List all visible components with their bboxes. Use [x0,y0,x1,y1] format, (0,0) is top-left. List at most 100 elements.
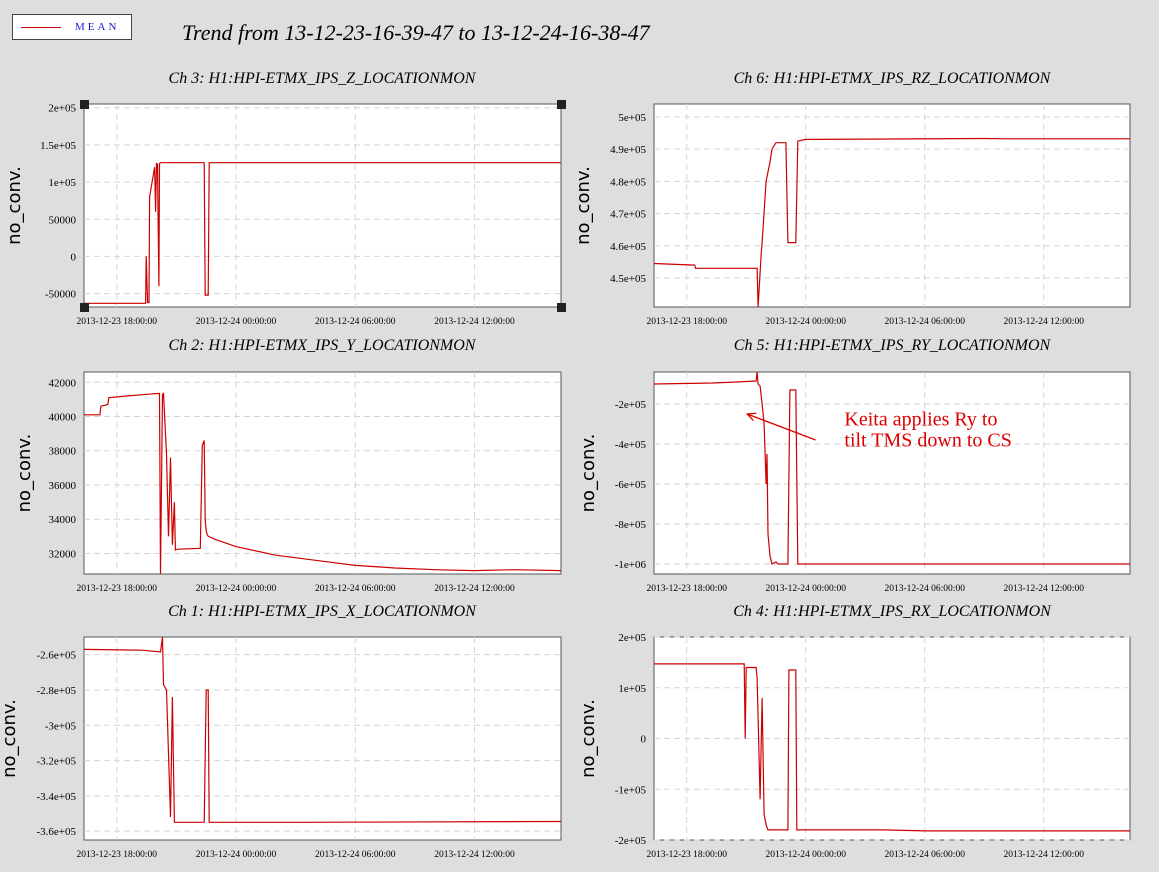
page-title: Trend from 13-12-23-16-39-47 to 13-12-24… [182,20,650,45]
ch3-y-tick-label: 0 [71,251,77,263]
ch3-selection-handle [80,100,89,109]
ch1-x-tick-label: 2013-12-24 12:00:00 [434,850,515,860]
ch1-x-tick-label: 2013-12-24 06:00:00 [315,850,396,860]
ch4-series-line [654,663,1130,832]
ch6-y-axis-label: no_conv. [573,166,594,245]
ch3-x-tick-label: 2013-12-24 00:00:00 [196,317,277,327]
ch3-y-tick-label: -50000 [45,289,77,301]
ch6-plot-area [653,103,1131,308]
ch6-x-tick-label: 2013-12-24 00:00:00 [765,317,846,327]
ch5-annotation-text: Keita applies Ry to [844,408,997,430]
ch2-y-tick-label: 40000 [49,412,77,424]
ch2-y-tick-label: 38000 [49,446,77,458]
ch5-y-tick-label: -6e+05 [615,479,647,491]
ch3-y-tick-label: 1.5e+05 [40,140,76,152]
ch6-x-tick-label: 2013-12-23 18:00:00 [646,317,727,327]
ch4-x-tick-label: 2013-12-24 06:00:00 [884,850,965,860]
ch5-title: Ch 5: H1:HPI-ETMX_IPS_RY_LOCATIONMON [734,337,1052,354]
ch1-y-axis-label: no_conv. [0,699,20,778]
ch3-y-tick-label: 2e+05 [48,103,76,115]
ch5-x-tick-label: 2013-12-24 06:00:00 [884,584,965,594]
legend-label: MEAN [75,21,120,33]
legend: MEAN [12,14,132,40]
ch3-selection-handle [557,303,566,312]
ch3-chart: Ch 3: H1:HPI-ETMX_IPS_Z_LOCATIONMON 2013-… [4,70,566,327]
ch2-y-axis-label: no_conv. [14,434,35,513]
ch2-series-line [84,392,561,574]
ch2-y-tick-label: 32000 [49,548,77,560]
ch3-y-tick-label: 1e+05 [48,177,76,189]
ch3-x-tick-label: 2013-12-24 06:00:00 [315,317,396,327]
ch2-plot-area [83,371,562,575]
ch5-y-tick-label: -8e+05 [615,519,647,531]
ch6-title: Ch 6: H1:HPI-ETMX_IPS_RZ_LOCATIONMON [734,70,1052,87]
ch1-y-tick-label: -3e+05 [45,720,77,732]
ch4-y-tick-label: 0 [641,734,647,746]
ch1-y-tick-label: -2.6e+05 [37,650,77,662]
ch6-y-tick-label: 4.6e+05 [610,241,646,253]
ch6-y-tick-label: 4.9e+05 [610,144,646,156]
ch6-chart: Ch 6: H1:HPI-ETMX_IPS_RZ_LOCATIONMON 2013… [573,70,1131,327]
ch5-x-tick-label: 2013-12-23 18:00:00 [646,584,727,594]
ch4-x-tick-label: 2013-12-23 18:00:00 [646,850,727,860]
ch1-chart: Ch 1: H1:HPI-ETMX_IPS_X_LOCATIONMON 2013-… [0,603,562,860]
ch5-annotation-text: tilt TMS down to CS [844,429,1011,451]
ch2-title: Ch 2: H1:HPI-ETMX_IPS_Y_LOCATIONMON [169,337,477,354]
ch3-selection-handle [557,100,566,109]
ch3-x-tick-label: 2013-12-24 12:00:00 [434,317,515,327]
ch4-y-tick-label: -1e+05 [615,784,647,796]
ch4-x-tick-label: 2013-12-24 00:00:00 [765,850,846,860]
ch3-x-tick-label: 2013-12-23 18:00:00 [77,317,158,327]
ch1-title: Ch 1: H1:HPI-ETMX_IPS_X_LOCATIONMON [168,603,477,620]
ch5-y-tick-label: -2e+05 [615,399,647,411]
ch3-y-axis-label: no_conv. [4,166,25,245]
ch3-y-tick-label: 50000 [49,214,77,226]
legend-line-swatch [21,27,61,28]
ch1-x-tick-label: 2013-12-24 00:00:00 [196,850,277,860]
ch5-y-axis-label: no_conv. [578,434,599,513]
ch4-x-tick-label: 2013-12-24 12:00:00 [1003,850,1084,860]
ch5-chart: Ch 5: H1:HPI-ETMX_IPS_RY_LOCATIONMON 2013… [578,337,1131,594]
ch2-y-tick-label: 42000 [49,377,77,389]
ch5-x-tick-label: 2013-12-24 00:00:00 [765,584,846,594]
ch2-x-tick-label: 2013-12-24 12:00:00 [434,584,515,594]
ch5-series-line [654,372,1130,565]
ch4-y-tick-label: -2e+05 [615,835,647,847]
ch5-y-tick-label: -4e+05 [615,439,647,451]
ch6-y-tick-label: 4.8e+05 [610,176,646,188]
ch4-y-tick-label: 1e+05 [618,683,646,695]
ch1-y-tick-label: -2.8e+05 [37,685,77,697]
ch2-y-tick-label: 36000 [49,480,77,492]
ch2-y-tick-label: 34000 [49,514,77,526]
ch1-y-tick-label: -3.2e+05 [37,756,77,768]
ch5-annotation-arrow [746,413,816,441]
ch3-plot-area [83,103,562,308]
ch6-x-tick-label: 2013-12-24 12:00:00 [1003,317,1084,327]
ch5-y-tick-label: -1e+06 [615,559,647,571]
ch5-annotation-arrowhead [745,412,757,421]
ch5-x-tick-label: 2013-12-24 12:00:00 [1003,584,1084,594]
ch6-series-line [654,137,1130,307]
ch4-title: Ch 4: H1:HPI-ETMX_IPS_RX_LOCATIONMON [733,603,1052,620]
ch1-plot-area [83,636,562,841]
ch6-y-tick-label: 4.5e+05 [610,273,646,285]
ch1-x-tick-label: 2013-12-23 18:00:00 [77,850,158,860]
ch3-selection-handle [80,303,89,312]
ch6-y-tick-label: 5e+05 [618,112,646,124]
ch1-y-tick-label: -3.4e+05 [37,791,77,803]
ch2-x-tick-label: 2013-12-23 18:00:00 [77,584,158,594]
ch3-title: Ch 3: H1:HPI-ETMX_IPS_Z_LOCATIONMON [169,70,477,87]
ch2-chart: Ch 2: H1:HPI-ETMX_IPS_Y_LOCATIONMON 2013-… [14,337,562,594]
ch6-y-tick-label: 4.7e+05 [610,209,646,221]
ch5-plot-area [653,371,1131,575]
ch4-y-axis-label: no_conv. [578,699,599,778]
ch4-chart: Ch 4: H1:HPI-ETMX_IPS_RX_LOCATIONMON 2013… [578,603,1131,860]
ch4-y-tick-label: 2e+05 [618,632,646,644]
ch1-y-tick-label: -3.6e+05 [37,826,77,838]
ch6-x-tick-label: 2013-12-24 06:00:00 [884,317,965,327]
ch1-series-line [84,637,561,823]
ch3-series-line [84,162,561,304]
ch2-x-tick-label: 2013-12-24 00:00:00 [196,584,277,594]
ch4-plot-area [653,636,1131,841]
